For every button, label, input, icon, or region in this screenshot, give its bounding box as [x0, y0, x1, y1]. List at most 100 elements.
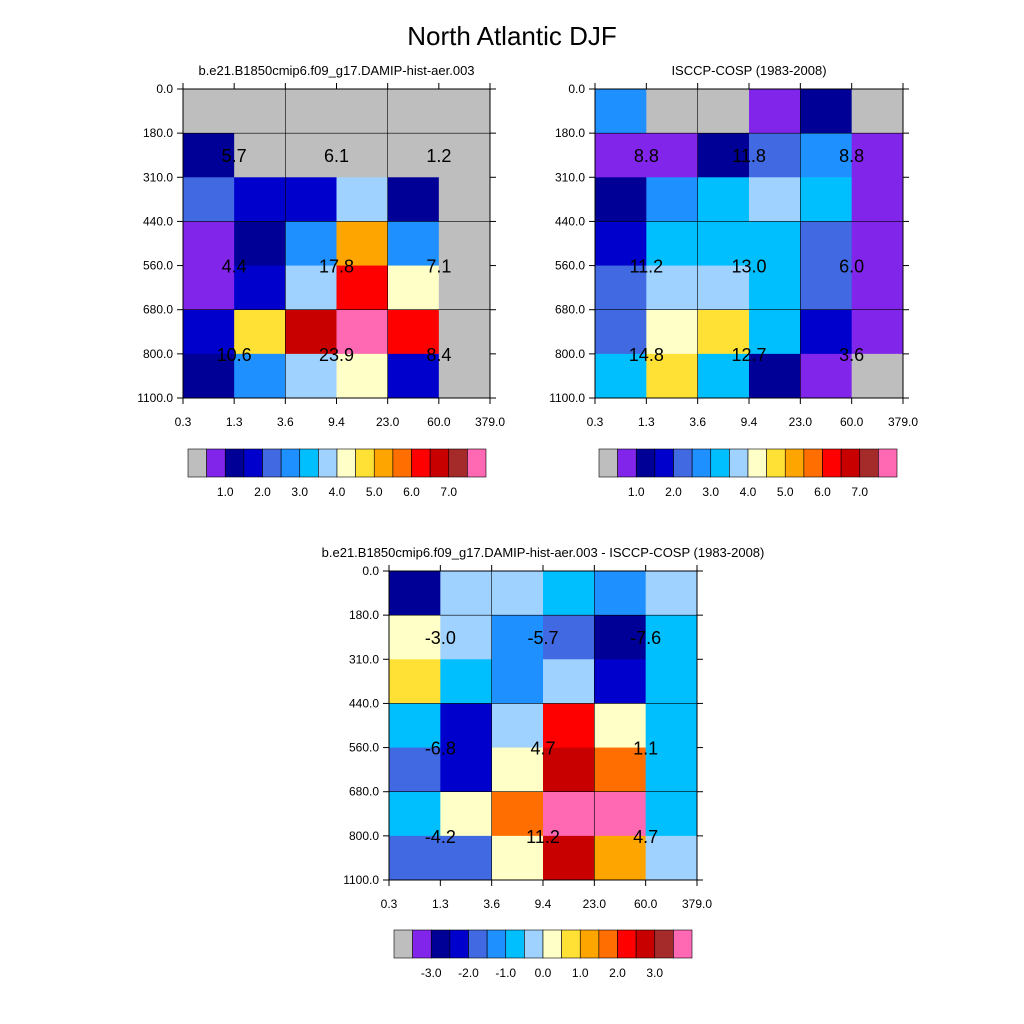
y-tick-label: 0.0 [362, 564, 379, 578]
y-tick-label: 680.0 [555, 303, 585, 317]
colorbar-swatch [729, 448, 749, 478]
colorbar-swatch [280, 448, 301, 478]
colorbar-swatch [467, 448, 487, 478]
x-tick-label: 0.3 [175, 415, 192, 429]
heatmap-cell [285, 89, 337, 134]
heatmap-cell [491, 703, 544, 749]
cell-value-label: 4.7 [633, 827, 658, 847]
heatmap-cell [491, 615, 544, 660]
colorbar-swatch [673, 929, 693, 959]
heatmap-cell [491, 791, 544, 837]
colorbar-swatch [486, 929, 507, 959]
colorbar-swatch [635, 929, 656, 959]
colorbar-label: 3.0 [291, 485, 308, 499]
colorbar-swatch [598, 448, 618, 478]
heatmap-cell [851, 89, 904, 134]
colorbar-label: 5.0 [366, 485, 383, 499]
heatmap-cell [800, 309, 853, 355]
y-tick-label: 560.0 [143, 259, 173, 273]
heatmap-cell [440, 835, 493, 881]
heatmap-cell [285, 353, 337, 399]
y-tick-label: 440.0 [555, 214, 585, 228]
cell-value-label: 8.8 [839, 146, 864, 166]
heatmap-cell [645, 791, 698, 837]
colorbar-swatch [392, 448, 412, 478]
heatmap-cell [800, 221, 853, 267]
heatmap-cell [749, 177, 801, 222]
heatmap-cell [800, 353, 853, 399]
x-tick-label: 379.0 [888, 415, 918, 429]
heatmap-cell [595, 221, 647, 267]
cell-value-label: 1.1 [633, 739, 658, 759]
heatmap-cell [594, 747, 647, 793]
y-tick-label: 560.0 [349, 741, 379, 755]
heatmap-cell [543, 703, 595, 749]
heatmap-cell [285, 309, 337, 355]
colorbar-swatch [206, 448, 226, 478]
x-tick-label: 3.6 [277, 415, 294, 429]
heatmap-cell [183, 89, 235, 134]
heatmap-cell [336, 221, 389, 267]
y-tick-label: 800.0 [555, 347, 585, 361]
cell-value-label: 11.2 [629, 257, 663, 277]
heatmap-cell [183, 265, 235, 311]
heatmap-cell [285, 265, 337, 311]
colorbar-swatch [411, 448, 431, 478]
colorbar-label: -1.0 [495, 966, 516, 980]
colorbar-swatch [710, 448, 730, 478]
colorbar-label: 1.0 [217, 485, 234, 499]
colorbar-swatch [654, 929, 674, 959]
colorbar-swatch [412, 929, 432, 959]
heatmap-cell [594, 659, 647, 704]
colorbar-label: 2.0 [254, 485, 271, 499]
x-tick-label: 60.0 [840, 415, 864, 429]
heatmap-cell [749, 309, 801, 355]
colorbar-label: 7.0 [440, 485, 457, 499]
heatmap-cell [389, 747, 441, 793]
heatmap-cell [594, 835, 647, 881]
colorbar-swatch [654, 448, 674, 478]
y-tick-label: 1100.0 [549, 391, 585, 405]
cell-value-label: 10.6 [217, 345, 252, 365]
heatmap-cell [594, 791, 647, 837]
colorbar-swatch [691, 448, 712, 478]
heatmap-cell [851, 265, 904, 311]
heatmap-cell [646, 133, 699, 178]
heatmap-cell [646, 177, 699, 222]
heatmap-cell [646, 309, 699, 355]
heatmap-cell [438, 353, 491, 399]
heatmap-cell [697, 353, 750, 399]
colorbar-swatch [224, 448, 245, 478]
heatmap-cell [645, 703, 698, 749]
heatmap-cell [646, 353, 699, 399]
heatmap-cell [800, 133, 853, 178]
heatmap-cell [851, 177, 904, 222]
y-tick-label: 310.0 [555, 170, 585, 184]
colorbar-swatch [822, 448, 842, 478]
colorbar-swatch [449, 929, 469, 959]
x-tick-label: 0.3 [381, 897, 398, 911]
heatmap-cell [440, 571, 493, 616]
heatmap-cell [645, 571, 698, 616]
heatmap-cell [440, 615, 493, 660]
y-tick-label: 1100.0 [137, 391, 173, 405]
cell-value-label: 11.2 [526, 827, 560, 847]
x-tick-label: 9.4 [535, 897, 552, 911]
figure-title: North Atlantic DJF [407, 21, 617, 51]
cell-value-label: 13.0 [731, 257, 766, 277]
panel-title: b.e21.B1850cmip6.f09_g17.DAMIP-hist-aer.… [322, 545, 765, 560]
colorbar-label: 2.0 [665, 485, 682, 499]
colorbar-swatch [859, 448, 879, 478]
colorbar-swatch [448, 448, 468, 478]
colorbar-swatch [355, 448, 375, 478]
colorbar-label: 4.0 [329, 485, 346, 499]
heatmap-cell [800, 177, 853, 222]
heatmap-cell [491, 571, 544, 616]
x-tick-label: 0.3 [587, 415, 604, 429]
heatmap-cell [336, 309, 389, 355]
colorbar-label: 4.0 [740, 485, 757, 499]
cell-value-label: 17.8 [319, 257, 354, 277]
colorbar-swatch [468, 929, 488, 959]
heatmap-cell [491, 659, 544, 704]
